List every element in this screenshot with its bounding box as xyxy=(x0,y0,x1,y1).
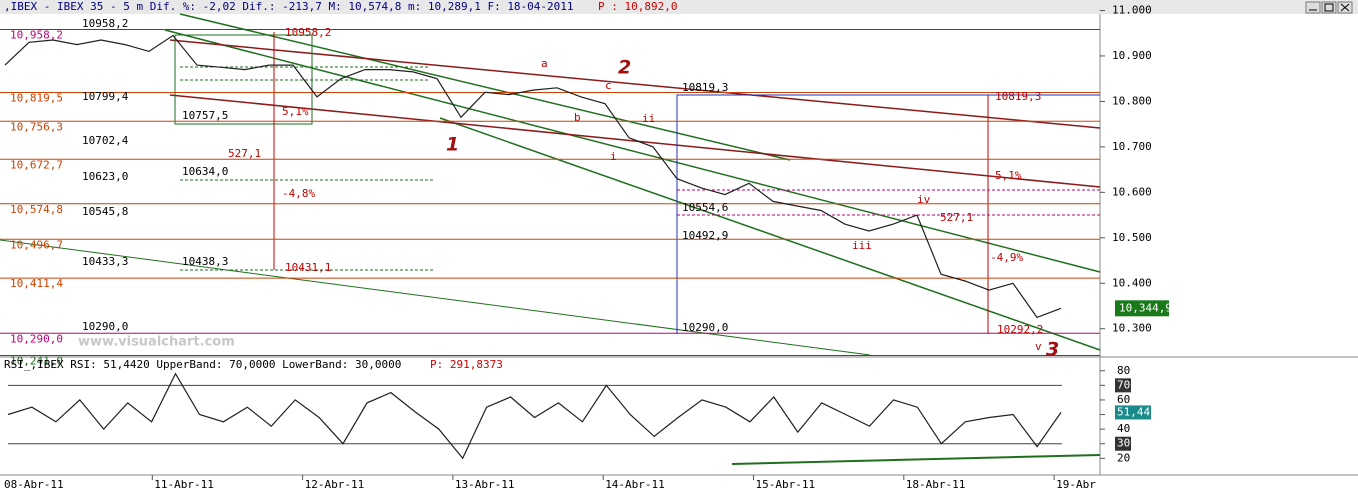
annotation: 10819,3 xyxy=(995,90,1041,103)
annotation: iii xyxy=(852,239,872,252)
y-tick-label: 10.900 xyxy=(1112,49,1152,62)
annotation: -4,9% xyxy=(990,251,1023,264)
annotation: 10433,3 xyxy=(82,255,128,268)
button-glyph xyxy=(1324,3,1334,12)
y-tick-label: 70 xyxy=(1117,378,1130,391)
level-label: 10,496,7 xyxy=(10,238,63,251)
level-label: 10,411,4 xyxy=(10,277,63,290)
y-tick-label: 40 xyxy=(1117,422,1130,435)
x-tick-label: 12-Abr-11 xyxy=(305,478,365,491)
series-line xyxy=(4,34,1062,319)
annotation: 10545,8 xyxy=(82,205,128,218)
annotation: 10623,0 xyxy=(82,170,128,183)
annotation: -4,8% xyxy=(282,187,315,200)
annotation: 5,1% xyxy=(282,105,309,118)
current-price-badge xyxy=(1115,300,1169,317)
level-label: 10,672,7 xyxy=(10,158,63,171)
level-label: 10,819,5 xyxy=(10,92,63,105)
annotation: ii xyxy=(642,112,655,125)
annotation: a xyxy=(541,57,548,70)
y-tick-label: 80 xyxy=(1117,364,1130,377)
x-tick-label: 18-Abr-11 xyxy=(906,478,966,491)
rsi-trend-line xyxy=(731,454,1101,465)
annotation: c xyxy=(605,79,612,92)
annotation: 10554,6 xyxy=(682,201,728,214)
annotation: 10290,0 xyxy=(682,321,728,334)
level-label: 10,958,2 xyxy=(10,29,63,42)
x-tick-label: 19-Abr xyxy=(1056,478,1096,491)
current-price-label: 10,344,9 xyxy=(1119,301,1172,314)
x-tick-label: 15-Abr-11 xyxy=(756,478,816,491)
header-title: ,IBEX - IBEX 35 - 5 m Dif. %: -2,02 Dif.… xyxy=(4,0,574,13)
level-label: 10,756,3 xyxy=(10,120,63,133)
y-tick-label: 10.400 xyxy=(1112,276,1152,289)
channel-line xyxy=(439,117,1101,351)
annotation: b xyxy=(574,111,581,124)
annotation: 5,1% xyxy=(995,169,1022,182)
y-tick-label: 30 xyxy=(1117,437,1130,450)
x-tick-label: 14-Abr-11 xyxy=(605,478,665,491)
annotation: 10799,4 xyxy=(82,90,129,103)
current-rsi-label: 51,44 xyxy=(1117,405,1150,418)
level-label: 10,241,0 xyxy=(10,355,63,368)
annotation: 10492,9 xyxy=(682,229,728,242)
x-tick-label: 08-Abr-11 xyxy=(4,478,64,491)
annotation: 1 xyxy=(446,134,459,156)
y-tick-label: 11.000 xyxy=(1112,4,1152,17)
annotation: 10702,4 xyxy=(82,134,129,147)
level-label: 10,290,0 xyxy=(10,332,63,345)
annotation: 10634,0 xyxy=(182,165,228,178)
y-tick-label: 10.300 xyxy=(1112,322,1152,335)
annotation: 10438,3 xyxy=(182,255,228,268)
annotation: 2 xyxy=(618,57,631,79)
annotation: 10819,3 xyxy=(682,81,728,94)
x-tick-label: 13-Abr-11 xyxy=(455,478,515,491)
minimize-button[interactable] xyxy=(1305,1,1321,14)
y-tick-label: 10.600 xyxy=(1112,185,1152,198)
y-tick-label: 20 xyxy=(1117,451,1130,464)
fib-box xyxy=(676,94,1100,334)
annotation: v xyxy=(1035,340,1042,353)
annotation: 527,1 xyxy=(228,147,261,160)
annotation: 10431,1 xyxy=(285,261,331,274)
series-line xyxy=(7,372,1062,460)
y-tick-label: 10.800 xyxy=(1112,94,1152,107)
y-tick-label: 10.700 xyxy=(1112,140,1152,153)
annotation: i xyxy=(610,150,617,163)
button-glyph xyxy=(1340,3,1350,12)
title-bar xyxy=(0,0,1358,14)
annotation: iv xyxy=(917,193,931,206)
rsi-subtitle: P: 291,8373 xyxy=(430,358,503,371)
band-tick-box xyxy=(1115,378,1131,393)
annotation: 10757,5 xyxy=(182,109,228,122)
channel-line xyxy=(169,94,1101,188)
channel-line xyxy=(0,239,871,356)
channel-line xyxy=(169,39,1101,129)
maximize-button[interactable] xyxy=(1321,1,1337,14)
annotation: 10290,0 xyxy=(82,320,128,333)
band-tick-box xyxy=(1115,436,1131,451)
header-price: P : 10,892,0 xyxy=(598,0,677,13)
annotation: 10958,2 xyxy=(285,26,331,39)
level-label: 10,574,8 xyxy=(10,203,63,216)
current-rsi-badge xyxy=(1115,405,1151,420)
channel-line xyxy=(179,13,791,161)
rsi-title: RSI_,IBEX RSI: 51,4420 UpperBand: 70,000… xyxy=(4,358,401,371)
window-buttons[interactable] xyxy=(1305,1,1353,14)
channel-line xyxy=(164,29,1101,273)
annotation: 3 xyxy=(1046,339,1059,361)
annotation: 527,1 xyxy=(940,211,973,224)
x-tick-label: 11-Abr-11 xyxy=(154,478,214,491)
y-tick-label: 60 xyxy=(1117,393,1130,406)
annotation: 10292,2 xyxy=(997,323,1043,336)
y-tick-label: 10.500 xyxy=(1112,231,1152,244)
watermark: www.visualchart.com xyxy=(78,335,235,350)
annotation: 10958,2 xyxy=(82,17,128,30)
